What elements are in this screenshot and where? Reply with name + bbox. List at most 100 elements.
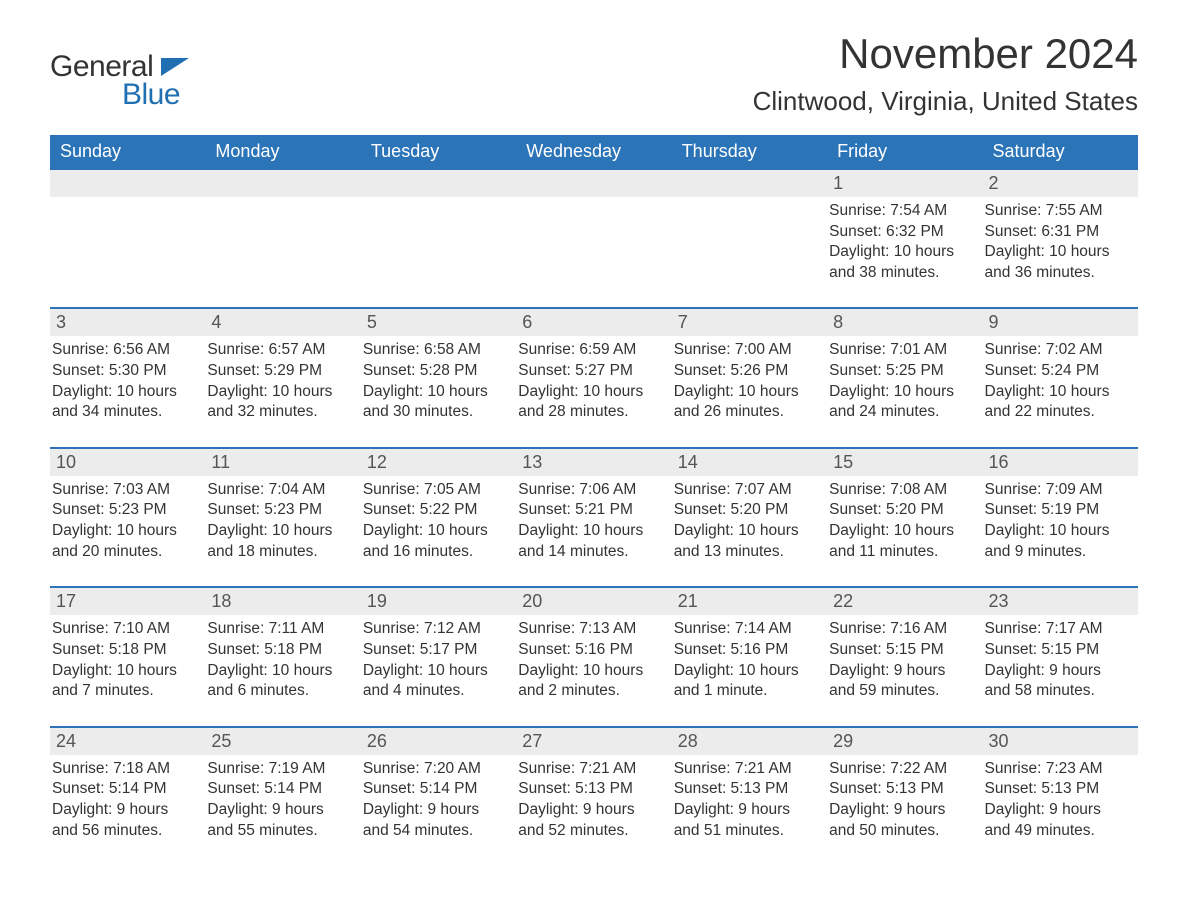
day-number: 5 [361,309,516,336]
day-details: Sunrise: 7:20 AMSunset: 5:14 PMDaylight:… [361,759,508,841]
day-sunset: Sunset: 5:23 PM [52,500,197,521]
day-details: Sunrise: 7:21 AMSunset: 5:13 PMDaylight:… [672,759,819,841]
day-number: 13 [516,449,671,476]
day-sunset: Sunset: 5:20 PM [829,500,974,521]
day-daylight1: Daylight: 9 hours [207,800,352,821]
day-number: 30 [983,728,1138,755]
day-sunset: Sunset: 5:22 PM [363,500,508,521]
calendar: Sunday Monday Tuesday Wednesday Thursday… [50,135,1138,851]
day-details: Sunrise: 7:13 AMSunset: 5:16 PMDaylight:… [516,619,663,701]
day-number: 14 [672,449,827,476]
day-number: 3 [50,309,205,336]
day-number: 29 [827,728,982,755]
day-sunset: Sunset: 5:26 PM [674,361,819,382]
day-cell: 27Sunrise: 7:21 AMSunset: 5:13 PMDayligh… [516,728,671,851]
day-cell: 18Sunrise: 7:11 AMSunset: 5:18 PMDayligh… [205,588,360,711]
day-sunset: Sunset: 5:15 PM [985,640,1130,661]
header: General Blue November 2024 Clintwood, Vi… [50,30,1138,117]
day-sunset: Sunset: 5:14 PM [52,779,197,800]
day-number: 8 [827,309,982,336]
day-details: Sunrise: 6:58 AMSunset: 5:28 PMDaylight:… [361,340,508,422]
day-number: 9 [983,309,1138,336]
day-sunset: Sunset: 5:21 PM [518,500,663,521]
day-number [50,170,205,197]
day-daylight1: Daylight: 9 hours [52,800,197,821]
day-sunrise: Sunrise: 7:09 AM [985,480,1130,501]
day-daylight1: Daylight: 10 hours [985,242,1130,263]
day-daylight2: and 30 minutes. [363,402,508,423]
day-details: Sunrise: 7:18 AMSunset: 5:14 PMDaylight:… [50,759,197,841]
day-cell [50,170,205,293]
day-cell: 16Sunrise: 7:09 AMSunset: 5:19 PMDayligh… [983,449,1138,572]
day-details: Sunrise: 7:06 AMSunset: 5:21 PMDaylight:… [516,480,663,562]
day-cell: 13 Sunrise: 7:06 AMSunset: 5:21 PMDayligh… [516,449,671,572]
day-daylight1: Daylight: 10 hours [518,521,663,542]
day-number: 23 [983,588,1138,615]
day-cell: 30Sunrise: 7:23 AMSunset: 5:13 PMDayligh… [983,728,1138,851]
day-sunrise: Sunrise: 7:06 AM [518,480,663,501]
day-daylight1: Daylight: 10 hours [52,661,197,682]
day-daylight2: and 56 minutes. [52,821,197,842]
day-cell: 19Sunrise: 7:12 AMSunset: 5:17 PMDayligh… [361,588,516,711]
day-sunrise: Sunrise: 7:23 AM [985,759,1130,780]
day-cell: 12 Sunrise: 7:05 AMSunset: 5:22 PMDayligh… [361,449,516,572]
day-daylight1: Daylight: 9 hours [518,800,663,821]
day-sunset: Sunset: 5:14 PM [363,779,508,800]
day-sunrise: Sunrise: 7:01 AM [829,340,974,361]
day-sunrise: Sunrise: 7:16 AM [829,619,974,640]
logo-word-blue: Blue [122,78,180,112]
day-number: 6 [516,309,671,336]
day-sunset: Sunset: 5:13 PM [985,779,1130,800]
day-daylight1: Daylight: 10 hours [52,382,197,403]
dow-saturday: Saturday [983,135,1138,170]
day-number [205,170,360,197]
day-daylight1: Daylight: 10 hours [518,661,663,682]
logo-sail-icon [161,58,189,76]
dow-wednesday: Wednesday [516,135,671,170]
day-sunrise: Sunrise: 7:22 AM [829,759,974,780]
day-daylight2: and 9 minutes. [985,542,1130,563]
day-cell: 15Sunrise: 7:08 AMSunset: 5:20 PMDayligh… [827,449,982,572]
day-number: 19 [361,588,516,615]
day-number: 12 [361,449,516,476]
day-daylight2: and 28 minutes. [518,402,663,423]
day-number: 18 [205,588,360,615]
day-cell: 26Sunrise: 7:20 AMSunset: 5:14 PMDayligh… [361,728,516,851]
day-details: Sunrise: 7:05 AMSunset: 5:22 PMDaylight:… [361,480,508,562]
day-sunrise: Sunrise: 7:54 AM [829,201,974,222]
day-daylight2: and 50 minutes. [829,821,974,842]
day-daylight2: and 36 minutes. [985,263,1130,284]
day-number: 16 [983,449,1138,476]
day-cell: 3Sunrise: 6:56 AMSunset: 5:30 PMDaylight… [50,309,205,432]
day-sunset: Sunset: 5:18 PM [52,640,197,661]
week-row: 10Sunrise: 7:03 AMSunset: 5:23 PMDayligh… [50,447,1138,572]
day-sunset: Sunset: 5:18 PM [207,640,352,661]
day-daylight2: and 4 minutes. [363,681,508,702]
day-sunrise: Sunrise: 6:58 AM [363,340,508,361]
day-sunset: Sunset: 5:16 PM [674,640,819,661]
day-cell: 22Sunrise: 7:16 AMSunset: 5:15 PMDayligh… [827,588,982,711]
day-daylight1: Daylight: 9 hours [829,800,974,821]
day-details: Sunrise: 7:21 AMSunset: 5:13 PMDaylight:… [516,759,663,841]
day-daylight1: Daylight: 9 hours [985,661,1130,682]
day-number: 10 [50,449,205,476]
day-cell: 4Sunrise: 6:57 AMSunset: 5:29 PMDaylight… [205,309,360,432]
day-daylight1: Daylight: 10 hours [829,242,974,263]
calendar-body: 1Sunrise: 7:54 AMSunset: 6:32 PMDaylight… [50,170,1138,851]
week-row: 3Sunrise: 6:56 AMSunset: 5:30 PMDaylight… [50,307,1138,432]
day-daylight1: Daylight: 10 hours [985,521,1130,542]
day-sunrise: Sunrise: 7:17 AM [985,619,1130,640]
day-daylight1: Daylight: 10 hours [518,382,663,403]
day-daylight1: Daylight: 10 hours [674,382,819,403]
day-sunrise: Sunrise: 6:59 AM [518,340,663,361]
day-number: 21 [672,588,827,615]
day-details: Sunrise: 7:16 AMSunset: 5:15 PMDaylight:… [827,619,974,701]
day-details: Sunrise: 7:00 AMSunset: 5:26 PMDaylight:… [672,340,819,422]
day-daylight1: Daylight: 9 hours [363,800,508,821]
day-cell: 7Sunrise: 7:00 AMSunset: 5:26 PMDaylight… [672,309,827,432]
day-sunrise: Sunrise: 7:19 AM [207,759,352,780]
day-sunrise: Sunrise: 7:08 AM [829,480,974,501]
week-row: 1Sunrise: 7:54 AMSunset: 6:32 PMDaylight… [50,170,1138,293]
day-daylight1: Daylight: 10 hours [207,521,352,542]
day-number: 17 [50,588,205,615]
